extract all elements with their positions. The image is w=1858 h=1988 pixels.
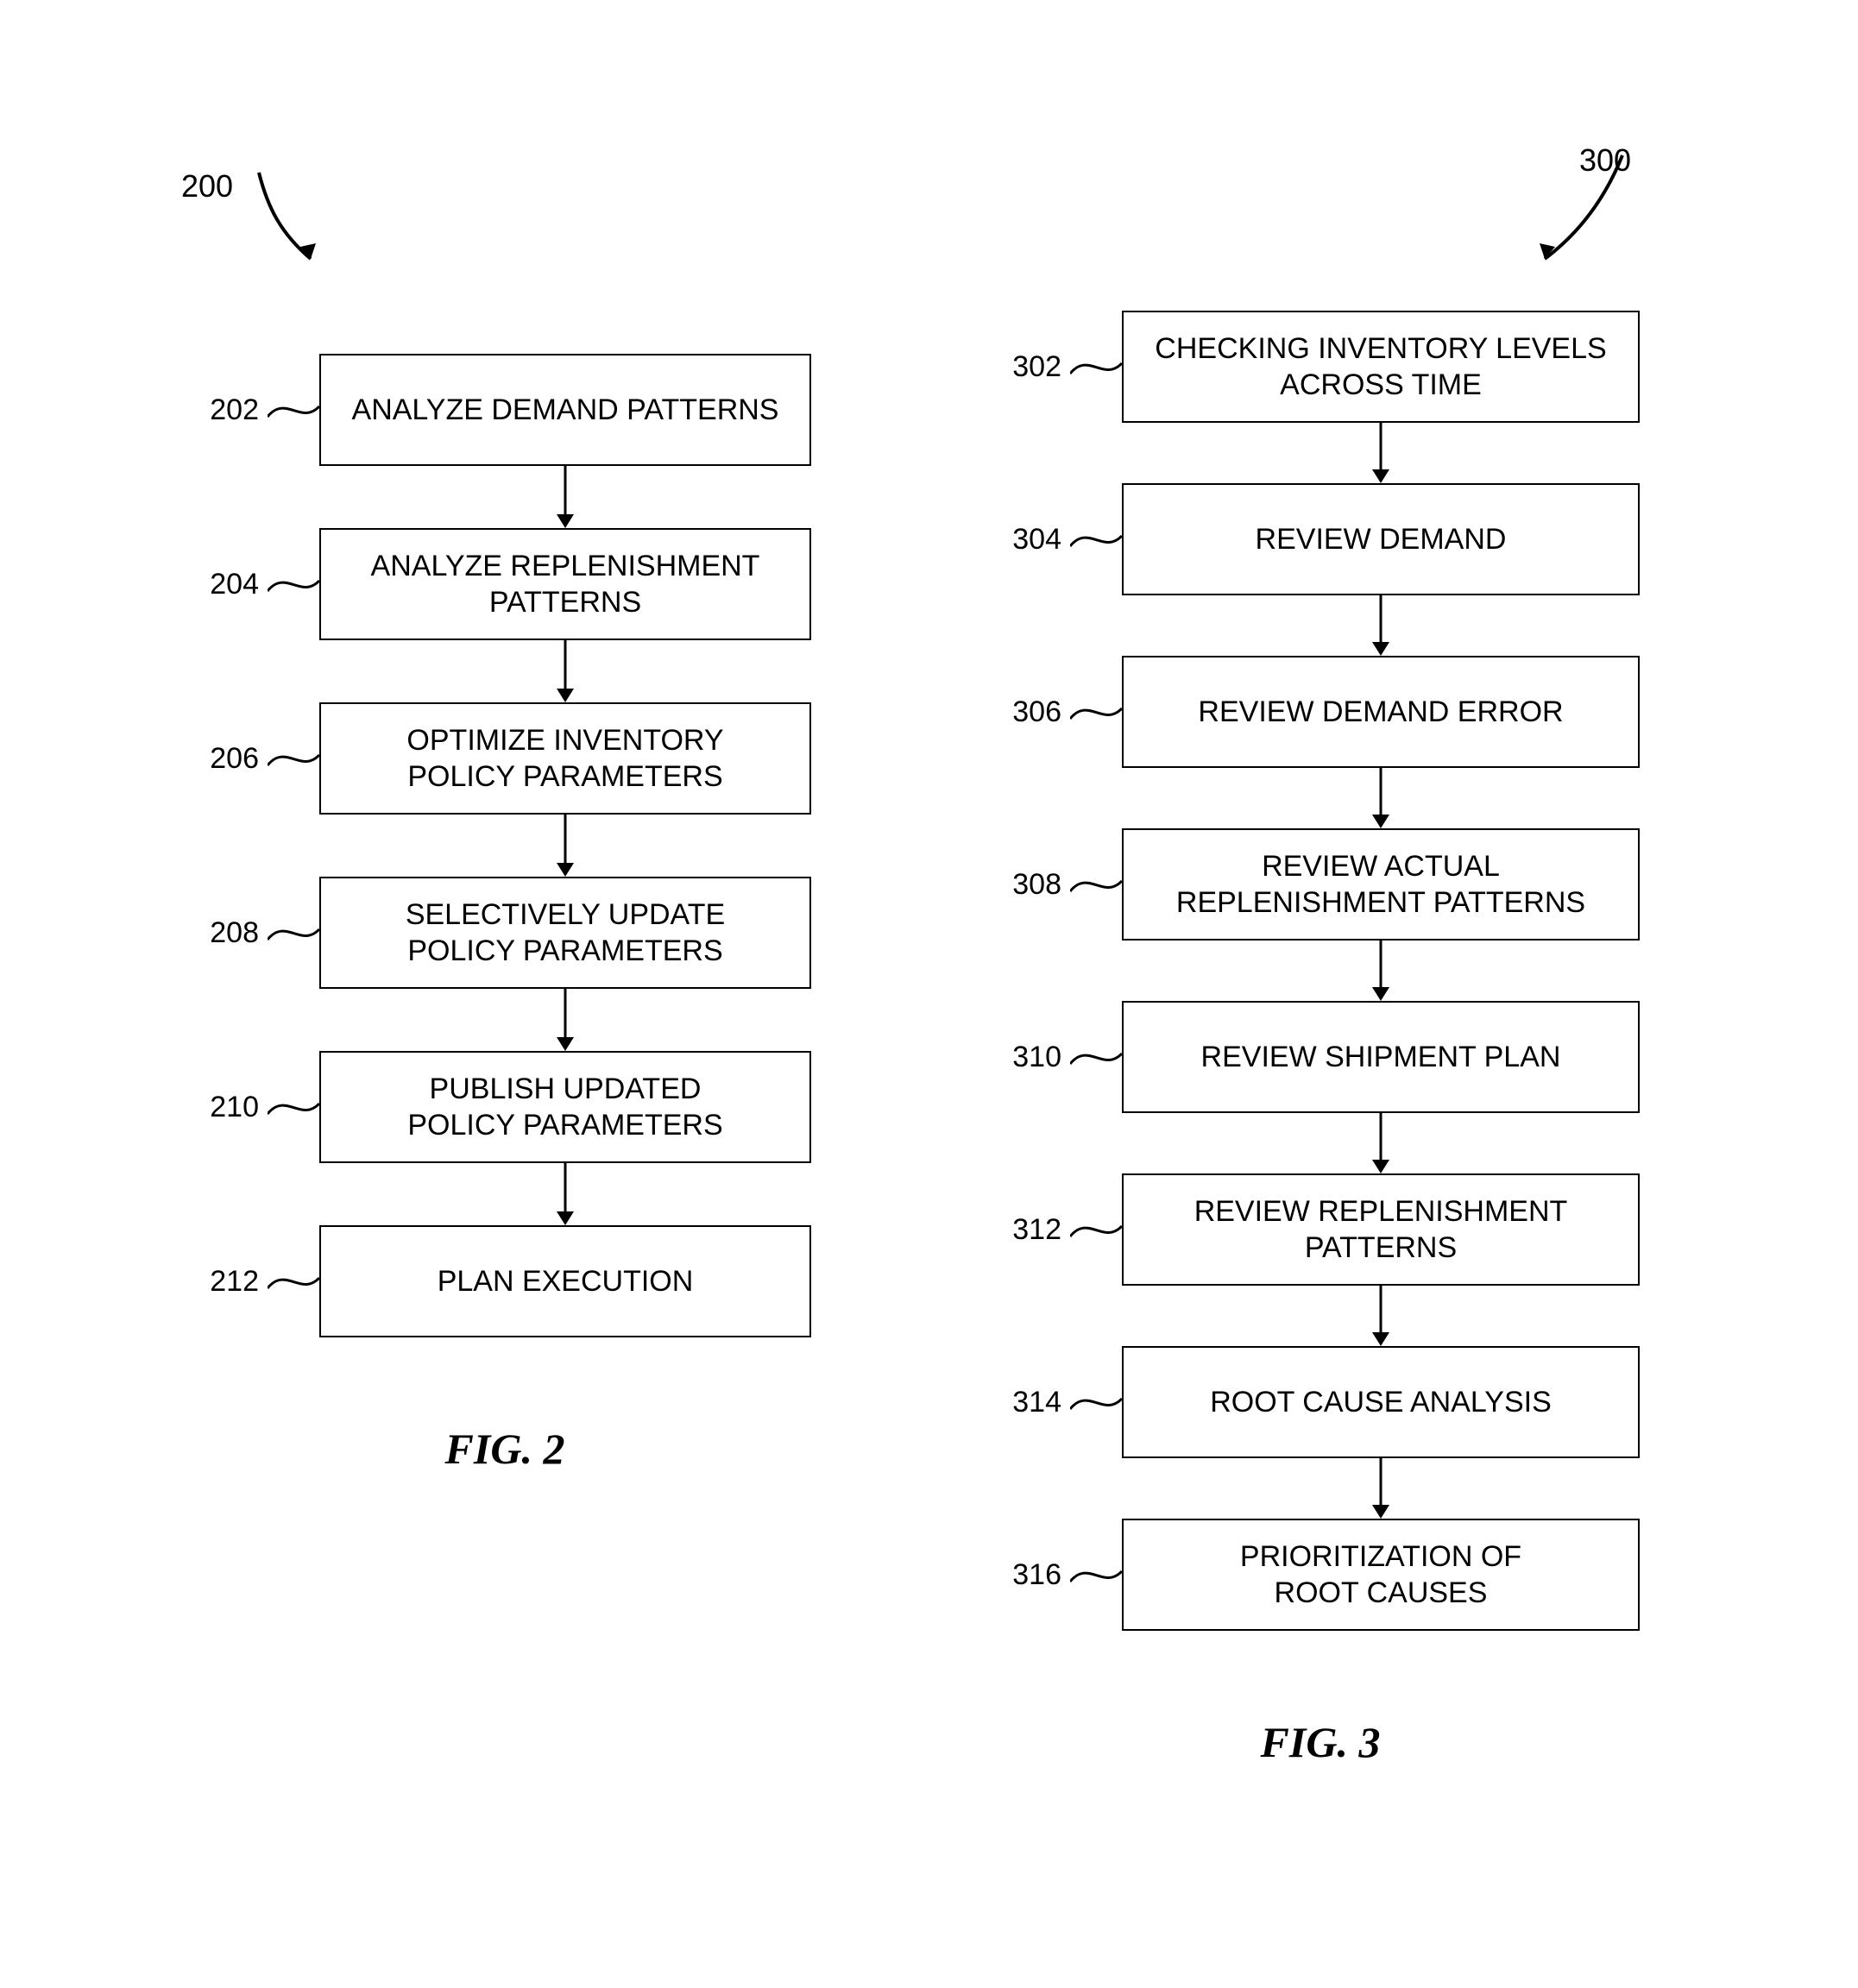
fig2-step-210: 210 PUBLISH UPDATEDPOLICY PARAMETERS	[121, 1051, 811, 1163]
fig2-connector-208	[268, 911, 319, 954]
fig3-flowchart: 302CHECKING INVENTORY LEVELSACROSS TIME3…	[923, 311, 1640, 1767]
fig3-step-308: 308 REVIEW ACTUALREPLENISHMENT PATTERNS	[923, 828, 1640, 941]
fig3-arrow-after-306	[1122, 768, 1640, 828]
fig3-connector-316	[1070, 1553, 1122, 1596]
fig3-box-314: ROOT CAUSE ANALYSIS	[1122, 1346, 1640, 1458]
fig3-step-302: 302 CHECKING INVENTORY LEVELSACROSS TIME	[923, 311, 1640, 423]
fig3-box-308: REVIEW ACTUALREPLENISHMENT PATTERNS	[1122, 828, 1640, 941]
fig2-ref-arrow	[259, 173, 362, 302]
fig2-step-label-210: 210	[121, 1091, 259, 1124]
fig2-step-label-212: 212	[121, 1265, 259, 1299]
fig3-step-label-308: 308	[923, 868, 1061, 902]
fig2-step-208: 208 SELECTIVELY UPDATEPOLICY PARAMETERS	[121, 877, 811, 989]
fig2-flowchart: 202 ANALYZE DEMAND PATTERNS 204 ANALYZE REP…	[121, 354, 811, 1474]
fig3-step-312: 312 REVIEW REPLENISHMENTPATTERNS	[923, 1173, 1640, 1286]
fig3-box-304: REVIEW DEMAND	[1122, 483, 1640, 595]
fig2-arrow-after-204	[319, 640, 811, 702]
fig3-box-312: REVIEW REPLENISHMENTPATTERNS	[1122, 1173, 1640, 1286]
fig3-box-306: REVIEW DEMAND ERROR	[1122, 656, 1640, 768]
fig3-connector-304	[1070, 518, 1122, 561]
fig3-step-label-312: 312	[923, 1213, 1061, 1247]
fig2-step-202: 202 ANALYZE DEMAND PATTERNS	[121, 354, 811, 466]
fig2-step-label-204: 204	[121, 568, 259, 601]
fig2-step-204: 204 ANALYZE REPLENISHMENTPATTERNS	[121, 528, 811, 640]
fig3-arrow-after-310	[1122, 1113, 1640, 1173]
fig3-step-label-302: 302	[923, 350, 1061, 384]
fig2-connector-210	[268, 1085, 319, 1129]
fig2-connector-204	[268, 563, 319, 606]
fig3-connector-302	[1070, 345, 1122, 388]
fig3-connector-312	[1070, 1208, 1122, 1251]
fig2-step-label-202: 202	[121, 393, 259, 427]
fig3-step-310: 310 REVIEW SHIPMENT PLAN	[923, 1001, 1640, 1113]
fig2-box-204: ANALYZE REPLENISHMENTPATTERNS	[319, 528, 811, 640]
fig2-ref-number: 200	[181, 168, 233, 204]
fig3-connector-310	[1070, 1035, 1122, 1079]
fig3-box-302: CHECKING INVENTORY LEVELSACROSS TIME	[1122, 311, 1640, 423]
fig2-arrow-after-206	[319, 815, 811, 877]
fig2-box-202: ANALYZE DEMAND PATTERNS	[319, 354, 811, 466]
fig3-step-314: 314 ROOT CAUSE ANALYSIS	[923, 1346, 1640, 1458]
fig2-connector-212	[268, 1260, 319, 1303]
fig2-step-label-206: 206	[121, 742, 259, 776]
fig3-step-316: 316 PRIORITIZATION OFROOT CAUSES	[923, 1519, 1640, 1631]
fig2-box-206: OPTIMIZE INVENTORYPOLICY PARAMETERS	[319, 702, 811, 815]
fig3-step-304: 304 REVIEW DEMAND	[923, 483, 1640, 595]
fig2-caption: FIG. 2	[259, 1424, 751, 1474]
fig2-step-206: 206 OPTIMIZE INVENTORYPOLICY PARAMETERS	[121, 702, 811, 815]
fig2-step-label-208: 208	[121, 916, 259, 950]
fig3-caption: FIG. 3	[1061, 1717, 1579, 1767]
fig3-arrow-after-314	[1122, 1458, 1640, 1519]
fig2-arrow-after-208	[319, 989, 811, 1051]
fig3-step-label-306: 306	[923, 695, 1061, 729]
fig3-connector-314	[1070, 1381, 1122, 1424]
fig2-connector-202	[268, 388, 319, 431]
fig2-arrow-after-202	[319, 466, 811, 528]
fig3-connector-306	[1070, 690, 1122, 733]
fig3-arrow-after-308	[1122, 941, 1640, 1001]
fig3-arrow-after-304	[1122, 595, 1640, 656]
fig2-box-212: PLAN EXECUTION	[319, 1225, 811, 1337]
fig2-box-208: SELECTIVELY UPDATEPOLICY PARAMETERS	[319, 877, 811, 989]
fig2-connector-206	[268, 737, 319, 780]
fig2-step-212: 212 PLAN EXECUTION	[121, 1225, 811, 1337]
fig3-step-label-316: 316	[923, 1558, 1061, 1592]
fig3-step-label-304: 304	[923, 523, 1061, 557]
fig3-connector-308	[1070, 863, 1122, 906]
fig3-step-label-314: 314	[923, 1386, 1061, 1419]
fig3-arrow-after-302	[1122, 423, 1640, 483]
fig3-step-306: 306 REVIEW DEMAND ERROR	[923, 656, 1640, 768]
fig3-ref-arrow	[1545, 155, 1648, 285]
fig3-box-310: REVIEW SHIPMENT PLAN	[1122, 1001, 1640, 1113]
fig3-box-316: PRIORITIZATION OFROOT CAUSES	[1122, 1519, 1640, 1631]
fig2-box-210: PUBLISH UPDATEDPOLICY PARAMETERS	[319, 1051, 811, 1163]
fig3-arrow-after-312	[1122, 1286, 1640, 1346]
fig2-arrow-after-210	[319, 1163, 811, 1225]
fig3-step-label-310: 310	[923, 1041, 1061, 1074]
